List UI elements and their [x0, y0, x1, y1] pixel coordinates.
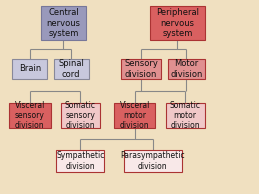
FancyBboxPatch shape — [124, 150, 182, 172]
Text: Somatic
motor
division: Somatic motor division — [170, 100, 201, 130]
FancyBboxPatch shape — [168, 59, 205, 79]
FancyBboxPatch shape — [12, 59, 47, 79]
Text: Brain: Brain — [19, 64, 41, 73]
FancyBboxPatch shape — [150, 6, 205, 40]
Text: Peripheral
nervous
system: Peripheral nervous system — [156, 8, 199, 38]
FancyBboxPatch shape — [61, 103, 100, 128]
Text: Visceral
sensory
division: Visceral sensory division — [15, 100, 45, 130]
Text: Parasympathetic
division: Parasympathetic division — [120, 151, 185, 171]
Text: Somatic
sensory
division: Somatic sensory division — [65, 100, 96, 130]
Text: Visceral
motor
division: Visceral motor division — [119, 100, 150, 130]
Text: Sympathetic
division: Sympathetic division — [56, 151, 104, 171]
Text: Spinal
cord: Spinal cord — [58, 59, 84, 79]
Text: Sensory
division: Sensory division — [124, 59, 158, 79]
Text: Central
nervous
system: Central nervous system — [46, 8, 81, 38]
FancyBboxPatch shape — [121, 59, 161, 79]
FancyBboxPatch shape — [9, 103, 51, 128]
FancyBboxPatch shape — [54, 59, 89, 79]
FancyBboxPatch shape — [114, 103, 155, 128]
FancyBboxPatch shape — [41, 6, 86, 40]
FancyBboxPatch shape — [56, 150, 104, 172]
FancyBboxPatch shape — [166, 103, 205, 128]
Text: Motor
division: Motor division — [170, 59, 203, 79]
